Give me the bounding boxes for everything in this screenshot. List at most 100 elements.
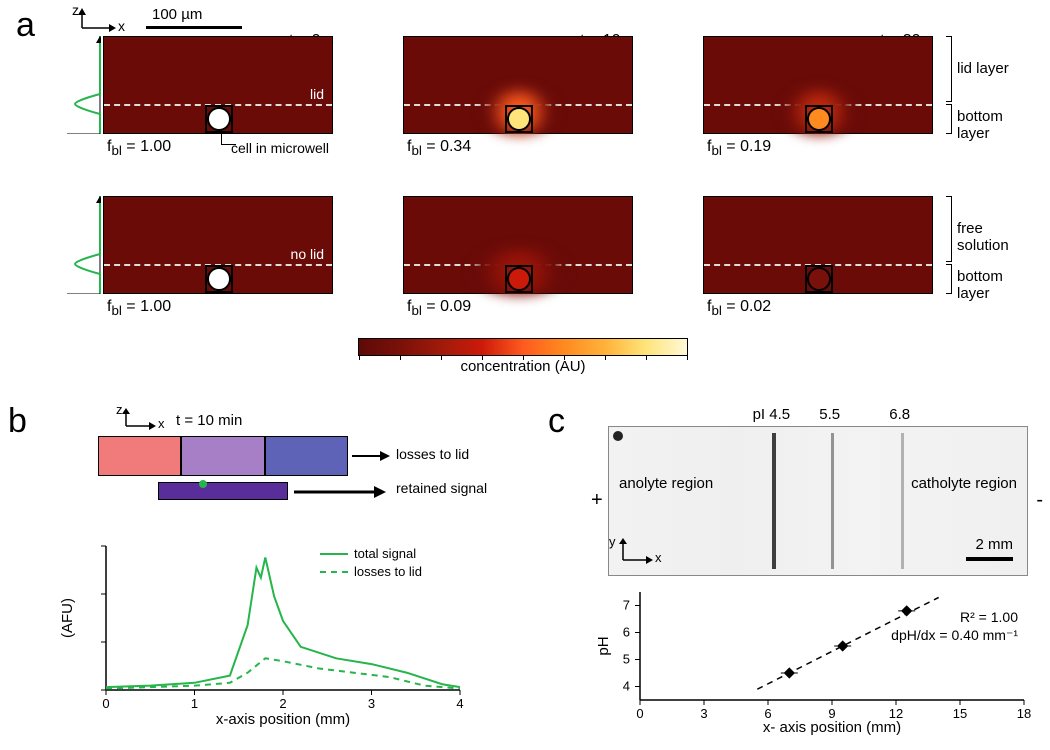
panel-a-label: a [16,6,35,45]
cell-caption-leader [221,130,236,145]
svg-text:4: 4 [456,696,463,711]
label-bottom-layer-1: bottom layer [957,108,1038,142]
cell-in-microwell [807,267,831,291]
cell-in-microwell [507,107,531,131]
gel-plus: + [591,489,603,512]
panel-b-dot [199,480,207,488]
panel-b-axes: z x [118,408,168,435]
svg-text:losses to lid: losses to lid [354,564,422,579]
sim-box [403,196,633,294]
cell-in-microwell [807,107,831,131]
panel-b-bottom-box [158,482,288,500]
panel-a-row-lid: t = 0 slid fbl = 1.00cell in microwell t… [63,36,1038,166]
brace-bottom-layer-1 [937,104,952,134]
panel-c-chart-svg: 03691215184567x- axis position (mm)pHR² … [594,586,1034,736]
axis-z-label: z [72,2,79,18]
brace-lid-layer [937,36,952,102]
svg-text:dpH/dx = 0.40 mm⁻¹: dpH/dx = 0.40 mm⁻¹ [891,627,1018,643]
svg-text:18: 18 [1017,706,1031,721]
cell-in-microwell [507,267,531,291]
gel-axis-x: x [655,550,662,565]
svg-text:5: 5 [623,652,630,667]
panel-c: c pI 4.55.56.8 anolyte region catholyte … [548,408,1042,738]
colorbar-label: concentration (AU) [358,358,688,375]
panel-c-chart: 03691215184567x- axis position (mm)pHR² … [594,586,1034,736]
gel-minus: - [1036,489,1043,512]
svg-text:x- axis position (mm): x- axis position (mm) [763,719,901,736]
pI-label: pI 4.5 [753,406,791,423]
fbl-label: fbl = 1.00 [107,138,171,158]
panel-a: a z x 100 µm t = 0 slid fbl = 1.00cell i… [8,8,1042,398]
svg-text:total signal: total signal [354,546,416,561]
gel-catholyte-label: catholyte region [911,475,1017,492]
sim-lid-text: lid [310,86,324,102]
svg-text:(AFU): (AFU) [59,598,76,638]
panel-a-scale-bar [146,26,242,29]
sim-frame-b1: fbl = 0.09 [403,196,703,294]
sim-lid-text: no lid [291,246,324,262]
sim-side-profile [67,36,101,134]
gel-scale-label: 2 mm [976,536,1014,553]
svg-text:R² = 1.00: R² = 1.00 [960,609,1018,625]
arrow-retained-signal [294,484,388,500]
panel-c-label: c [548,402,565,441]
panel-b-top-box-2 [265,436,348,476]
svg-text:2: 2 [279,696,286,711]
panel-a-axes: z x [74,8,134,37]
svg-text:4: 4 [623,679,630,694]
panel-b-top-boxes [98,436,348,476]
sim-box [703,196,933,294]
gel-scale-bar [966,557,1013,561]
colorbar-gradient [358,338,688,356]
cell-in-microwell [207,107,231,131]
figure-root: a z x 100 µm t = 0 slid fbl = 1.00cell i… [8,8,1042,742]
gel-image: anolyte region catholyte region + - y x … [608,426,1028,576]
axis-x-label: x [118,18,125,34]
sim-frame-b0: no lid fbl = 1.00 [103,196,403,294]
gel-artifact-dot [613,431,623,441]
cell-in-microwell [207,267,231,291]
sim-box: lid [103,36,333,134]
fbl-label: fbl = 1.00 [107,298,171,318]
pI-label: 6.8 [889,406,910,423]
b-axis-x: x [158,416,165,431]
gel-axis-y: y [609,534,616,549]
pI-label: 5.5 [819,406,840,423]
label-free-solution: free solution [957,220,1038,254]
arrow-losses-to-lid [352,448,392,464]
panel-b-top-box-0 [98,436,181,476]
panel-a-colorbar: concentration (AU) [358,338,688,375]
panel-b-time: t = 10 min [176,412,242,429]
label-losses-to-lid: losses to lid [396,446,469,462]
svg-text:0: 0 [102,696,109,711]
sim-box [703,36,933,134]
brace-bottom-layer-2 [937,264,952,294]
gel-band [831,433,834,569]
gel-axes: y x [615,536,661,571]
svg-text:7: 7 [623,598,630,613]
sim-frame-a1: t = 10 sfbl = 0.34 [403,36,703,134]
panel-a-scale-label: 100 µm [152,6,202,23]
svg-text:1: 1 [191,696,198,711]
panel-b-label: b [8,402,27,441]
panel-b-chart: 0 1 2 3 4 x-axis position (mm) (AFU) total sign… [58,538,468,728]
panel-b-chart-svg: 0 1 2 3 4 x-axis position (mm) (AFU) total sign… [58,538,468,728]
svg-text:3: 3 [368,696,375,711]
cell-caption: cell in microwell [231,140,329,156]
svg-text:pH: pH [595,636,612,655]
gel-band [772,433,776,569]
fbl-label: fbl = 0.34 [407,138,471,158]
label-bottom-layer-2: bottom layer [957,268,1038,302]
svg-text:6: 6 [623,625,630,640]
svg-text:3: 3 [700,706,707,721]
svg-text:15: 15 [953,706,967,721]
pI-labels: pI 4.5 5.5 6.8 [608,406,1028,424]
sim-box: no lid [103,196,333,294]
fbl-label: fbl = 0.19 [707,138,771,158]
gel-band [901,433,904,569]
gel-anolyte-label: anolyte region [619,475,713,492]
fbl-label: fbl = 0.02 [707,298,771,318]
b-axis-z: z [116,402,123,417]
sim-side-profile [67,196,101,294]
svg-text:x-axis position (mm): x-axis position (mm) [216,711,350,728]
